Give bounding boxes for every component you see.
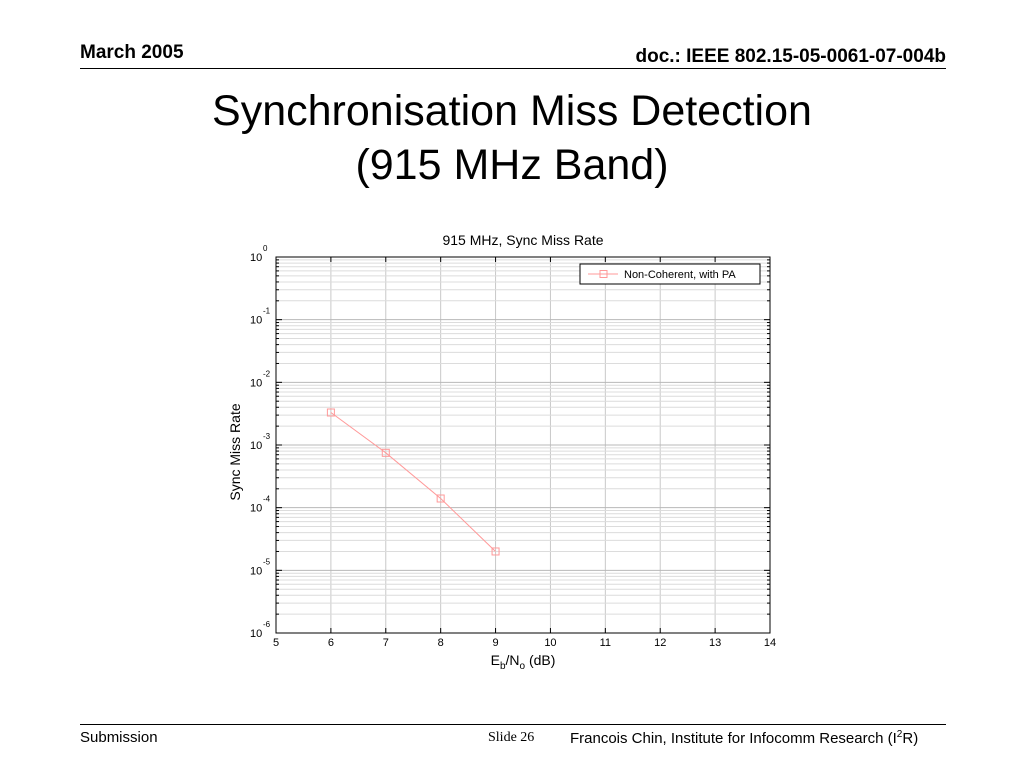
header-doc-id: doc.: IEEE 802.15-05-0061-07-004b [635, 46, 946, 67]
data-point [436, 494, 445, 503]
footer-author-suffix: R) [902, 730, 919, 747]
header-date: March 2005 [80, 42, 184, 63]
y-tick-label-exp: 0 [263, 244, 268, 253]
footer-author-sup: 2 [896, 729, 903, 740]
y-tick-label-base: 10 [250, 440, 262, 452]
legend-box [579, 263, 761, 285]
data-point [381, 448, 390, 457]
footer-author-prefix: Francois Chin, Institute for Infocomm Re… [570, 730, 897, 747]
y-tick-label-exp: -4 [263, 495, 271, 504]
x-tick-label: 6 [328, 637, 334, 649]
y-tick-label-exp: -2 [263, 369, 271, 378]
x-axis-label: Eb/No (dB) [491, 652, 556, 672]
data-point [326, 408, 335, 417]
footer-author: Francois Chin, Institute for Infocomm Re… [570, 729, 918, 747]
footer-divider [80, 724, 946, 725]
y-tick-label-base: 10 [250, 628, 262, 640]
y-tick-label-base: 10 [250, 377, 262, 389]
x-tick-label: 8 [438, 637, 444, 649]
x-tick-label: 12 [654, 637, 666, 649]
x-tick-label: 7 [383, 637, 389, 649]
slide-title-line1: Synchronisation Miss Detection [212, 87, 812, 135]
slide-title-line2: (915 MHz Band) [355, 141, 669, 189]
y-tick-label-base: 10 [250, 565, 262, 577]
chart-title: 915 MHz, Sync Miss Rate [442, 232, 603, 248]
legend-label: Non-Coherent, with PA [624, 269, 736, 281]
x-tick-label: 10 [544, 637, 556, 649]
header-divider [80, 68, 946, 69]
footer-submission: Submission [80, 729, 158, 746]
y-tick-label-base: 10 [250, 315, 262, 327]
x-tick-label: 11 [600, 637, 611, 649]
y-tick-label-base: 10 [250, 503, 262, 515]
y-tick-label-exp: -3 [263, 432, 271, 441]
x-tick-label: 5 [273, 637, 279, 649]
y-tick-label-exp: -5 [263, 557, 271, 566]
data-point [491, 547, 500, 556]
slide-title: Synchronisation Miss Detection (915 MHz … [0, 84, 1024, 192]
y-tick-label-exp: -6 [263, 620, 271, 629]
y-axis-label: Sync Miss Rate [227, 403, 243, 500]
series-line [330, 412, 496, 552]
x-tick-label: 14 [764, 637, 776, 649]
x-tick-label: 13 [709, 637, 721, 649]
legend-marker [599, 270, 608, 278]
x-tick-label: 9 [492, 637, 498, 649]
footer-slide-number: Slide 26 [488, 730, 535, 745]
y-tick-label-base: 10 [250, 252, 262, 264]
y-tick-label-exp: -1 [263, 307, 271, 316]
